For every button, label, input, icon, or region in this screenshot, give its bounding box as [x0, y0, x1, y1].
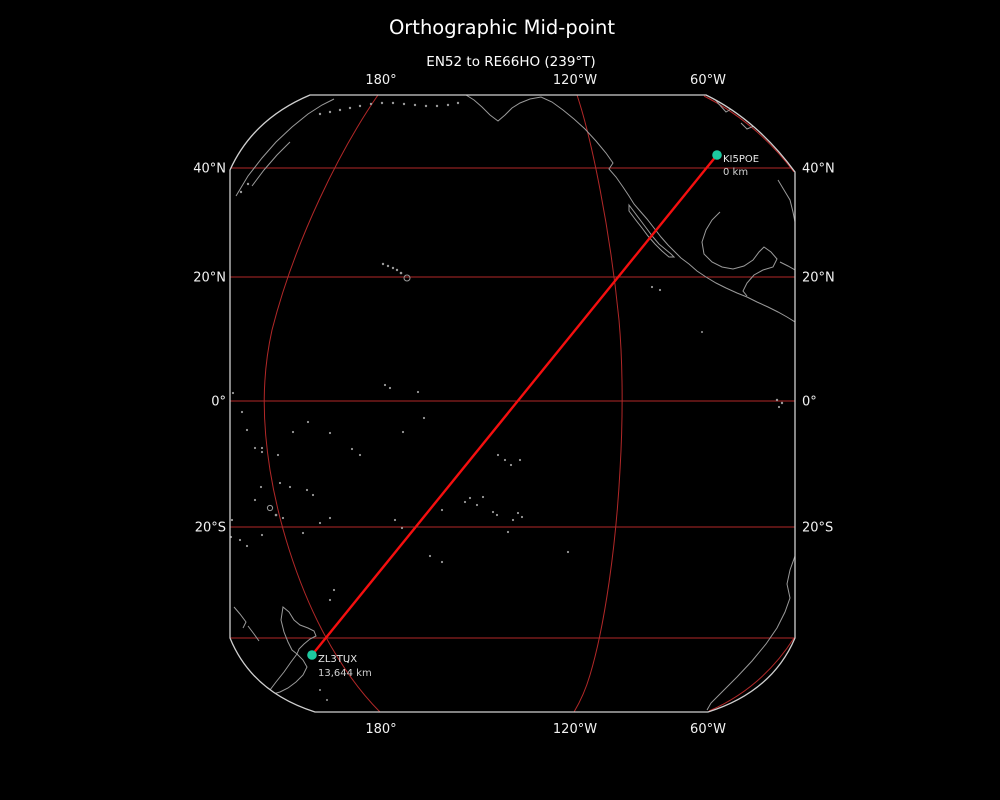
station-distance-ki5poe: 0 km	[723, 167, 748, 178]
tick-right-20n: 20°N	[802, 271, 835, 286]
tick-bottom-60w: 60°W	[690, 722, 726, 737]
meridian-180	[263, 95, 381, 712]
graticule	[230, 95, 795, 712]
island-dots	[230, 101, 784, 701]
coastline-baja	[628, 203, 676, 258]
coastline-kamchatka	[235, 98, 335, 197]
coastline-tasmania-fragment	[247, 625, 260, 642]
coastline-north-america	[465, 95, 795, 323]
tick-top-60w: 60°W	[690, 73, 726, 88]
plot-subtitle: EN52 to RE66HO (239°T)	[426, 54, 595, 70]
meridian-120w	[573, 95, 623, 712]
map-border	[229, 94, 796, 713]
coastline-australia-fragment	[233, 606, 247, 629]
tick-right-20s: 20°S	[802, 521, 833, 536]
station-marker-zl3tux	[307, 650, 317, 660]
tick-top-120w: 120°W	[553, 73, 597, 88]
plot-title: Orthographic Mid-point	[389, 16, 615, 39]
coastline-kuril	[251, 141, 291, 187]
tick-bottom-120w: 120°W	[553, 722, 597, 737]
tick-right-0: 0°	[802, 395, 817, 410]
great-circle-path	[311, 154, 718, 656]
tick-left-20s: 20°S	[195, 521, 226, 536]
station-label-ki5poe: KI5POE	[723, 154, 759, 165]
tick-right-40n: 40°N	[802, 162, 835, 177]
tick-left-40n: 40°N	[193, 162, 226, 177]
meridian-60w-bottom	[708, 637, 795, 712]
coastline-nz-south-island	[269, 653, 308, 695]
coastline-nz-north-island	[280, 606, 317, 655]
tick-top-180: 180°	[365, 73, 396, 88]
tick-left-20n: 20°N	[193, 271, 226, 286]
station-label-zl3tux: ZL3TUX	[318, 654, 357, 665]
coastline-us-east	[777, 179, 795, 223]
tick-left-0: 0°	[211, 395, 226, 410]
station-distance-zl3tux: 13,644 km	[318, 668, 372, 679]
tick-bottom-180: 180°	[365, 722, 396, 737]
coastline-cuba	[779, 261, 795, 271]
coastline-south-america	[706, 555, 795, 711]
meridian-60w-top	[703, 95, 795, 173]
station-marker-ki5poe	[712, 150, 722, 160]
coastline-gulf-of-mexico	[701, 211, 778, 297]
